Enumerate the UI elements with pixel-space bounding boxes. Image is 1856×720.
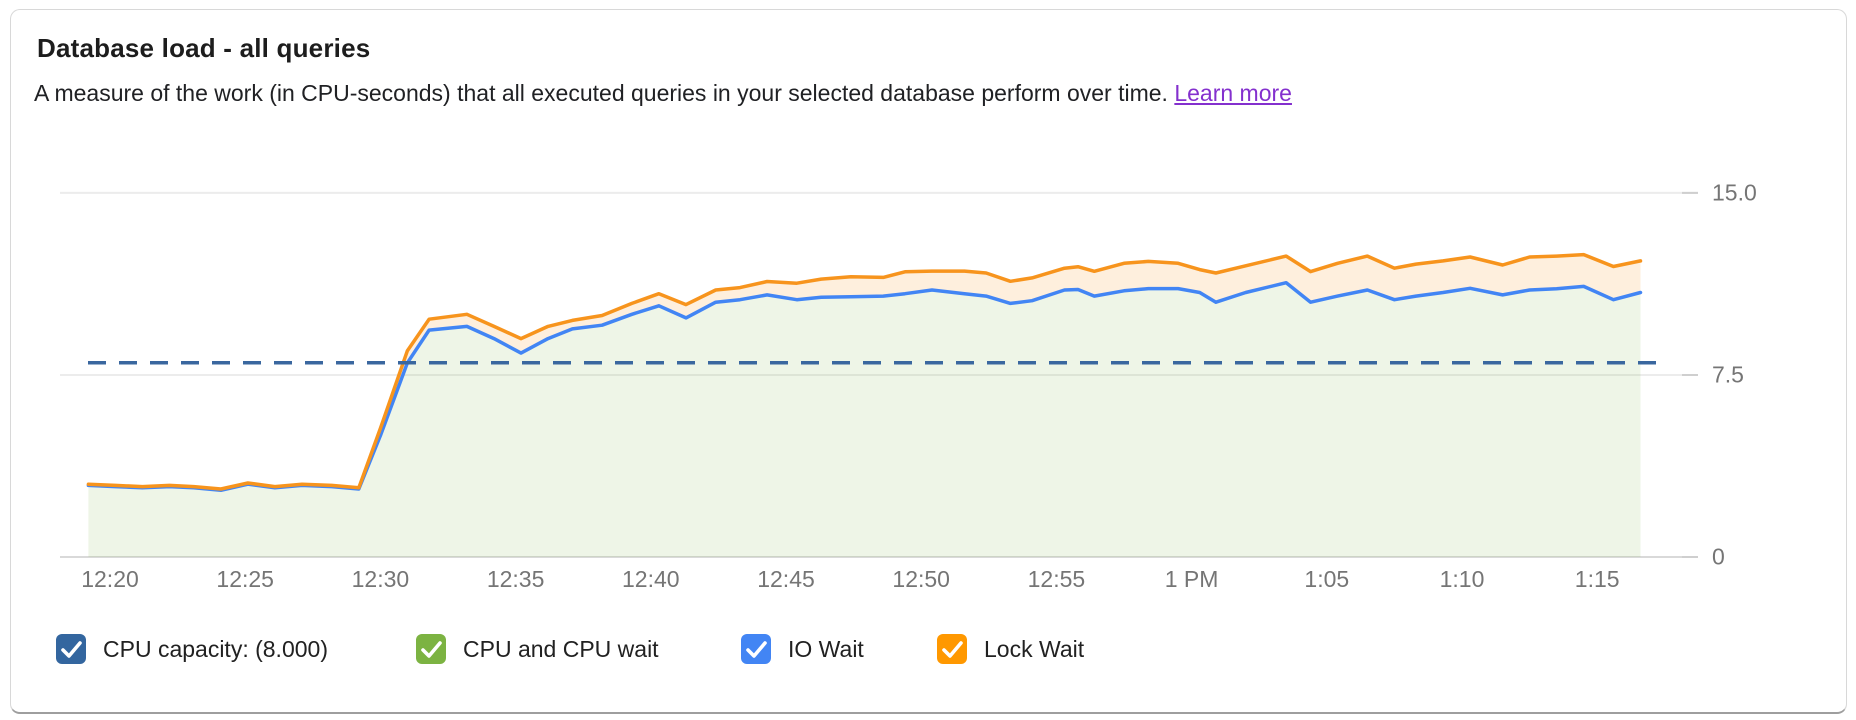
x-tick-label: 12:45	[757, 566, 815, 592]
chart-description: A measure of the work (in CPU-seconds) t…	[34, 80, 1292, 107]
legend-label-cpu-capacity: CPU capacity: (8.000)	[103, 635, 328, 662]
legend-item-cpu-and-cpu-wait[interactable]: CPU and CPU wait	[416, 634, 659, 664]
y-tick-label: 0	[1712, 543, 1725, 570]
checkmark-icon	[942, 641, 963, 658]
x-tick-label: 1:05	[1304, 566, 1350, 592]
checkmark-icon	[61, 641, 82, 658]
legend-item-io-wait[interactable]: IO Wait	[741, 634, 864, 664]
cpu-and-cpu-wait-checkbox[interactable]	[416, 634, 446, 664]
checkmark-icon	[746, 641, 767, 658]
y-tick-label: 15.0	[1712, 179, 1757, 206]
x-tick-label: 12:25	[216, 566, 274, 592]
legend-label-io-wait: IO Wait	[788, 635, 864, 662]
cpu-capacity-checkbox[interactable]	[56, 634, 86, 664]
x-tick-label: 12:30	[351, 566, 410, 592]
checkmark-icon	[421, 641, 442, 658]
x-tick-label: 12:55	[1027, 566, 1086, 592]
legend-item-lock-wait[interactable]: Lock Wait	[937, 634, 1084, 664]
chart-description-text: A measure of the work (in CPU-seconds) t…	[34, 80, 1168, 106]
legend-label-lock-wait: Lock Wait	[984, 635, 1085, 662]
page-title: Database load - all queries	[37, 33, 371, 63]
io-wait-checkbox[interactable]	[741, 634, 771, 664]
x-tick-label: 1:15	[1574, 566, 1620, 592]
x-tick-label: 12:20	[81, 566, 139, 592]
x-tick-label: 12:50	[892, 566, 950, 592]
gridlines	[60, 191, 1698, 558]
cpu-and-cpu-wait-area-fill	[88, 282, 1641, 557]
learn-more-link[interactable]: Learn more	[1174, 80, 1292, 106]
x-tick-label: 12:35	[486, 566, 545, 592]
x-tick-label: 12:40	[622, 566, 680, 592]
lock-wait-checkbox[interactable]	[937, 634, 967, 664]
x-tick-label: 1:10	[1439, 566, 1485, 592]
lock-wait-area-fill	[88, 254, 1641, 491]
y-tick-label: 7.5	[1712, 361, 1744, 388]
lock-wait-line	[86, 252, 1643, 491]
legend-label-cpu-and-cpu-wait: CPU and CPU wait	[463, 635, 659, 662]
legend-item-cpu-capacity[interactable]: CPU capacity: (8.000)	[56, 634, 328, 664]
x-tick-label: 1 PM	[1164, 566, 1219, 592]
